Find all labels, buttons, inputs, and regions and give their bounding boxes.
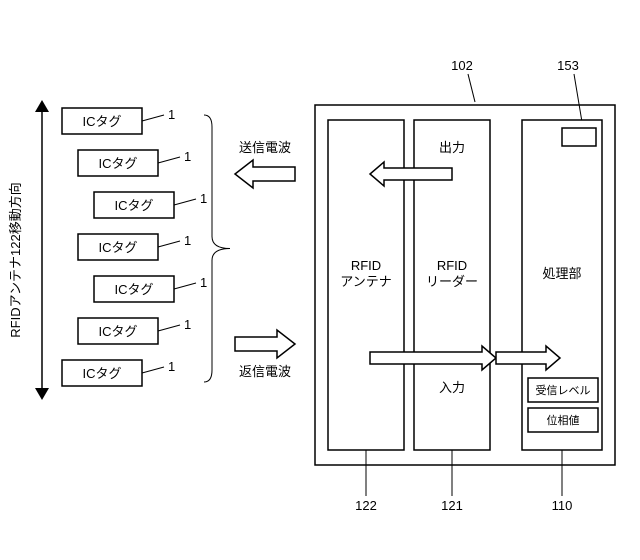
column-proc-ref: 110: [552, 498, 573, 513]
ic-tag-label: ICタグ: [114, 198, 153, 213]
box-153: [562, 128, 596, 146]
ic-tag-ref: 1: [184, 149, 191, 164]
ic-tag-label: ICタグ: [82, 114, 121, 129]
column-antenna-ref: 122: [355, 498, 377, 513]
output-label: 出力: [439, 140, 465, 155]
proc-subbox-label: 位相値: [547, 413, 580, 427]
ic-tag-ref: 1: [168, 107, 175, 122]
reply-wave-label: 返信電波: [239, 364, 291, 379]
ic-tag-label: ICタグ: [98, 324, 137, 339]
ref-153: 153: [557, 58, 579, 73]
ic-tag-label: ICタグ: [98, 156, 137, 171]
proc-subbox-label: 受信レベル: [536, 384, 591, 397]
ref-102: 102: [451, 58, 473, 73]
column-antenna-title: アンテナ: [340, 274, 391, 289]
input-label: 入力: [439, 380, 465, 395]
ic-tag-label: ICタグ: [98, 240, 137, 255]
ic-tag-ref: 1: [168, 359, 175, 374]
ic-tag-ref: 1: [200, 191, 207, 206]
column-proc-title: 処理部: [542, 266, 581, 281]
ic-tag-ref: 1: [184, 317, 191, 332]
vertical-axis-label: RFIDアンテナ122移動方向: [8, 182, 23, 338]
ic-tag-label: ICタグ: [82, 366, 121, 381]
transmit-wave-label: 送信電波: [239, 140, 291, 155]
ic-tag-label: ICタグ: [114, 282, 153, 297]
ic-tag-ref: 1: [200, 275, 207, 290]
column-antenna-title: RFID: [351, 258, 381, 273]
ic-tag-ref: 1: [184, 233, 191, 248]
column-reader-title: RFID: [437, 258, 467, 273]
column-reader-ref: 121: [441, 498, 463, 513]
column-reader-title: リーダー: [426, 274, 478, 289]
